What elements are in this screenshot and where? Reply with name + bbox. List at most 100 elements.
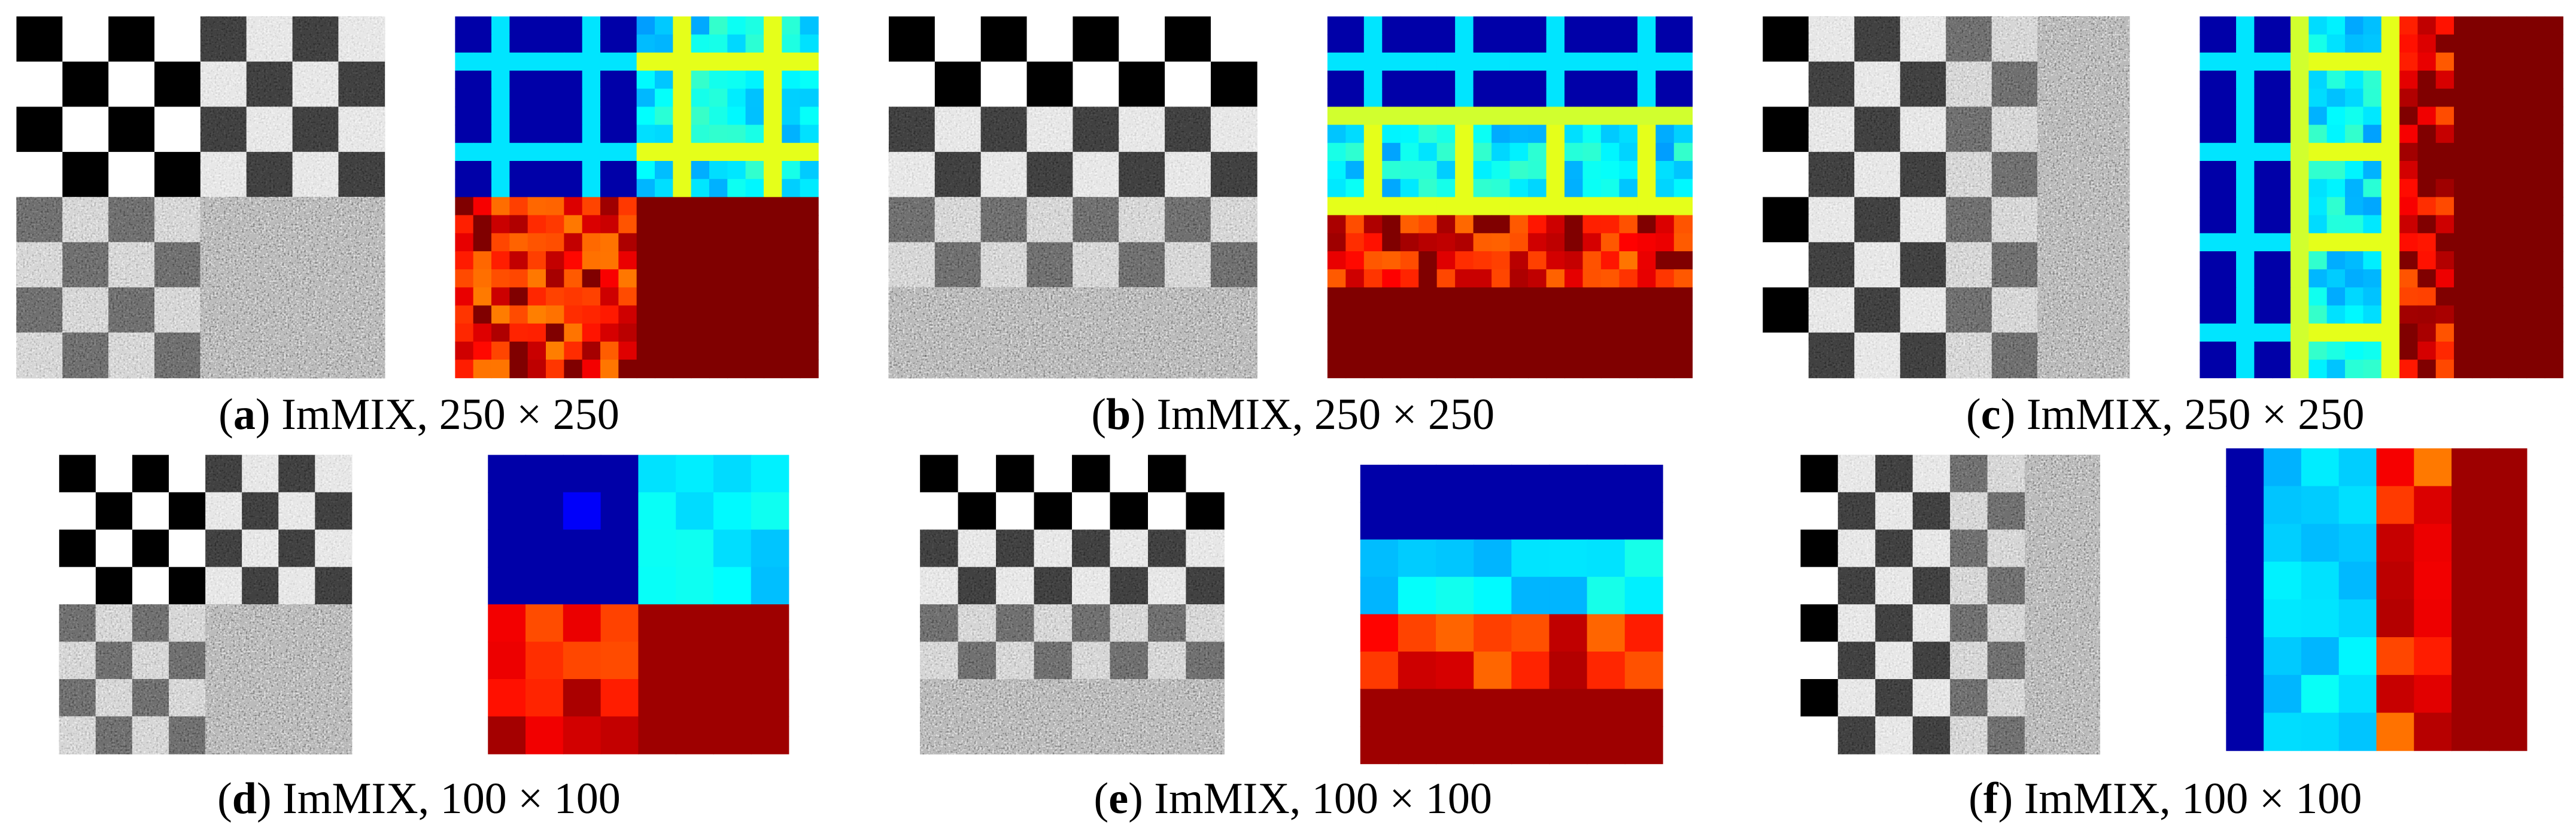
heatmap-cell — [1345, 269, 1365, 288]
heatmap-cell — [1673, 142, 1693, 162]
heatmap-cell — [676, 679, 714, 717]
heatmap-cell — [473, 269, 492, 288]
heatmap-cell — [2200, 16, 2219, 35]
heatmap-cell — [1327, 179, 1347, 198]
heatmap-cell — [1436, 502, 1474, 540]
heatmap-cell — [2490, 34, 2509, 53]
checker-cell — [1210, 16, 1257, 62]
heatmap-cell — [800, 197, 819, 216]
heatmap-cell — [1473, 251, 1492, 270]
heatmap-cell — [638, 604, 677, 643]
noise-cell — [1875, 716, 1913, 754]
heatmap-cell — [1582, 34, 1602, 53]
heatmap-cell — [1345, 89, 1365, 108]
heatmap-cell — [618, 360, 637, 379]
heatmap-cell — [2454, 142, 2473, 162]
heatmap-cell — [1637, 287, 1657, 306]
heatmap-cell — [1509, 215, 1529, 234]
heatmap-cell — [745, 142, 764, 162]
heatmap-cell — [546, 52, 565, 71]
heatmap-cell — [582, 124, 601, 144]
heatmap-cell — [2452, 524, 2490, 562]
heatmap-cell — [473, 323, 492, 342]
heatmap-cell — [2217, 71, 2237, 90]
heatmap-cell — [1564, 341, 1584, 360]
heatmap-cell — [491, 124, 511, 144]
heatmap-cell — [691, 142, 710, 162]
noise-cell — [205, 641, 243, 680]
noise-cell — [1875, 641, 1913, 680]
heatmap-cell — [1582, 341, 1602, 360]
heatmap-cell — [1546, 160, 1565, 180]
noise-cell — [242, 604, 280, 643]
heatmap-cell — [473, 287, 492, 306]
heatmap-cell — [763, 215, 783, 234]
heatmap-cell — [2454, 215, 2473, 234]
noise-cell — [1875, 567, 1913, 605]
heatmap-cell — [1345, 215, 1365, 234]
heatmap-cell — [727, 269, 746, 288]
heatmap-cell — [1637, 71, 1657, 90]
heatmap-cell — [1363, 71, 1383, 90]
heatmap-cell — [638, 679, 677, 717]
heatmap-cell — [636, 124, 655, 144]
heatmap-cell — [654, 323, 674, 342]
heatmap-cell — [1600, 124, 1620, 144]
checker-cell — [16, 106, 63, 153]
noise-cell — [2083, 287, 2130, 333]
heatmap-cell — [2345, 287, 2364, 306]
heatmap-cell — [2272, 52, 2291, 71]
heatmap-cell — [564, 106, 583, 126]
heatmap-cell — [1637, 179, 1657, 198]
heatmap-cell — [1436, 71, 1456, 90]
heatmap-cell — [600, 269, 619, 288]
heatmap-cell — [2526, 106, 2545, 126]
caption-text: ( — [217, 774, 232, 823]
heatmap-cell — [546, 106, 565, 126]
heatmap-cell — [1546, 269, 1565, 288]
noise-cell — [154, 332, 201, 379]
checker-cell — [95, 567, 133, 605]
heatmap-cell — [2544, 323, 2563, 342]
heatmap-cell — [1624, 652, 1663, 690]
noise-cell — [1854, 106, 1901, 153]
heatmap-cell — [727, 323, 746, 342]
heatmap-cell — [1582, 287, 1602, 306]
heatmap-cell — [1455, 124, 1474, 144]
heatmap-cell — [2399, 179, 2419, 198]
noise-cell — [888, 151, 935, 198]
heatmap-cell — [582, 215, 601, 234]
noise-cell — [920, 567, 959, 605]
heatmap-cell — [1327, 305, 1347, 324]
heatmap-cell — [673, 34, 692, 53]
heatmap-cell — [1546, 71, 1565, 90]
heatmap-cell — [745, 34, 764, 53]
heatmap-cell — [1549, 614, 1588, 652]
heatmap-cell — [2399, 251, 2419, 270]
heatmap-cell — [713, 492, 752, 531]
noise-cell — [980, 287, 1028, 333]
heatmap-cell — [2472, 52, 2491, 71]
noise-cell — [980, 151, 1028, 198]
noise-cell — [1900, 242, 1947, 288]
heatmap-cell — [1327, 71, 1347, 90]
heatmap-cell — [2217, 124, 2237, 144]
heatmap-cell — [745, 16, 764, 35]
heatmap-cell — [2254, 124, 2273, 144]
heatmap-cell — [782, 341, 801, 360]
noise-cell — [2062, 529, 2100, 568]
heatmap-cell — [1491, 269, 1511, 288]
heatmap-cell — [473, 124, 492, 144]
heatmap-cell — [455, 52, 474, 71]
heatmap-cell — [527, 52, 546, 71]
heatmap-cell — [709, 52, 728, 71]
heatmap-cell — [2399, 233, 2419, 252]
noise-cell — [2037, 106, 2084, 153]
heatmap-cell — [1345, 323, 1365, 342]
heatmap-cell — [1673, 71, 1693, 90]
heatmap-cell — [2254, 106, 2273, 126]
noise-cell — [2083, 197, 2130, 243]
heatmap-cell — [1363, 16, 1383, 35]
